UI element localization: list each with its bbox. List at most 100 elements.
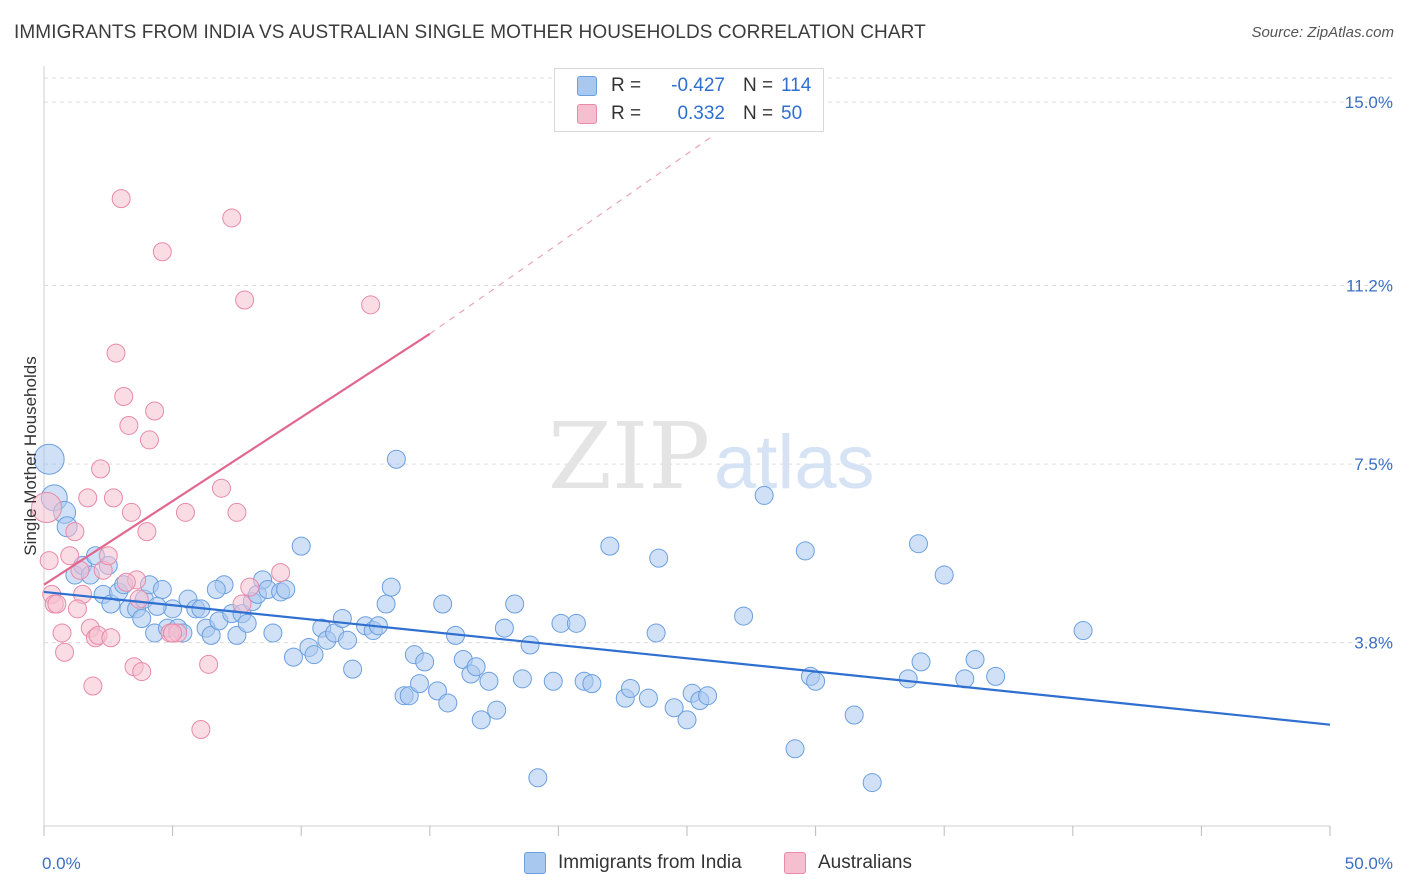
data-point [520, 635, 540, 655]
legend-row-india: R = -0.427 N = 114 [577, 73, 811, 99]
data-point [649, 548, 669, 568]
data-point [512, 669, 532, 689]
data-point [103, 488, 123, 508]
legend-n-label: N = [743, 103, 774, 124]
data-point [677, 710, 697, 730]
data-point [106, 343, 126, 363]
bottom-legend-label-australians: Australians [818, 852, 912, 873]
data-point [304, 645, 324, 665]
legend-row-australians: R = 0.332 N = 50 [577, 101, 802, 127]
data-point [132, 608, 152, 628]
data-point [116, 572, 136, 592]
legend-n-value: 50 [781, 103, 803, 124]
data-point [111, 189, 131, 209]
source-label: Source: ZipAtlas.com [1251, 24, 1394, 41]
data-point [600, 536, 620, 556]
series-australians-points [31, 189, 381, 739]
data-point [145, 401, 165, 421]
data-point [39, 551, 59, 571]
data-point [132, 662, 152, 682]
legend-n-label: N = [743, 75, 774, 96]
y-axis-labels: 3.8% 7.5% 11.2% 15.0% [1345, 93, 1393, 652]
data-point [283, 647, 303, 667]
data-point [494, 618, 514, 638]
data-point [271, 563, 291, 583]
data-point [52, 623, 72, 643]
data-point [199, 654, 219, 674]
data-point [152, 580, 172, 600]
data-point [898, 669, 918, 689]
data-point [734, 606, 754, 626]
data-point [1073, 621, 1093, 641]
data-point [33, 443, 65, 475]
data-point [487, 700, 507, 720]
data-point [78, 488, 98, 508]
data-point [361, 295, 381, 315]
trend-line-australians-extension [429, 135, 714, 335]
data-point [785, 739, 805, 759]
data-point [934, 565, 954, 585]
data-point [70, 560, 90, 580]
data-point [147, 596, 167, 616]
data-point [137, 522, 157, 542]
data-point [844, 705, 864, 725]
series-india-points [33, 443, 1093, 793]
data-point [754, 485, 774, 505]
y-axis-title: Single Mother Households [21, 356, 40, 555]
data-point [862, 773, 882, 793]
data-point [806, 671, 826, 691]
data-point [433, 594, 453, 614]
data-point [237, 613, 257, 633]
data-point [466, 657, 486, 677]
data-point [428, 681, 448, 701]
data-point [222, 208, 242, 228]
chart-title: IMMIGRANTS FROM INDIA VS AUSTRALIAN SING… [14, 22, 926, 43]
data-point [121, 502, 141, 522]
data-point [908, 534, 928, 554]
data-point [276, 580, 296, 600]
data-point [376, 594, 396, 614]
legend-r-label: R = [611, 103, 642, 124]
x-tick-label-max: 50.0% [1345, 854, 1393, 873]
data-point [698, 686, 718, 706]
data-point [620, 678, 640, 698]
bottom-legend-label-india: Immigrants from India [558, 852, 742, 873]
trend-lines [43, 135, 1331, 726]
bottom-legend: Immigrants from India Australians [0, 852, 1406, 878]
y-tick-label: 3.8% [1354, 634, 1393, 653]
legend-swatch-india [577, 76, 597, 96]
watermark-atlas: atlas [714, 420, 875, 505]
y-tick-label: 11.2% [1346, 277, 1393, 296]
legend-r-value: 0.332 [677, 103, 725, 124]
data-point [438, 693, 458, 713]
data-point [101, 628, 121, 648]
data-point [114, 387, 134, 407]
watermark-zip: ZIP [548, 403, 710, 510]
data-point [291, 536, 311, 556]
legend-r-label: R = [611, 75, 642, 96]
data-point [163, 623, 183, 643]
data-point [381, 577, 401, 597]
legend-box: R = -0.427 N = 114 R = 0.332 N = 50 [554, 68, 824, 132]
data-point [528, 768, 548, 788]
data-point [65, 522, 85, 542]
data-point [55, 642, 75, 662]
data-point [60, 546, 80, 566]
bottom-legend-swatch-australians [784, 852, 806, 874]
legend-n-value: 114 [781, 75, 812, 96]
data-point [240, 577, 260, 597]
data-point [415, 652, 435, 672]
data-point [152, 242, 172, 262]
y-tick-label: 7.5% [1354, 455, 1393, 474]
data-point [211, 478, 231, 498]
data-point [410, 674, 430, 694]
data-point [235, 290, 255, 310]
data-point [965, 650, 985, 670]
legend-swatch-australians [577, 104, 597, 124]
data-point [471, 710, 491, 730]
data-point [47, 594, 67, 614]
data-point [505, 594, 525, 614]
data-point [67, 599, 87, 619]
data-point [206, 580, 226, 600]
data-point [227, 502, 247, 522]
